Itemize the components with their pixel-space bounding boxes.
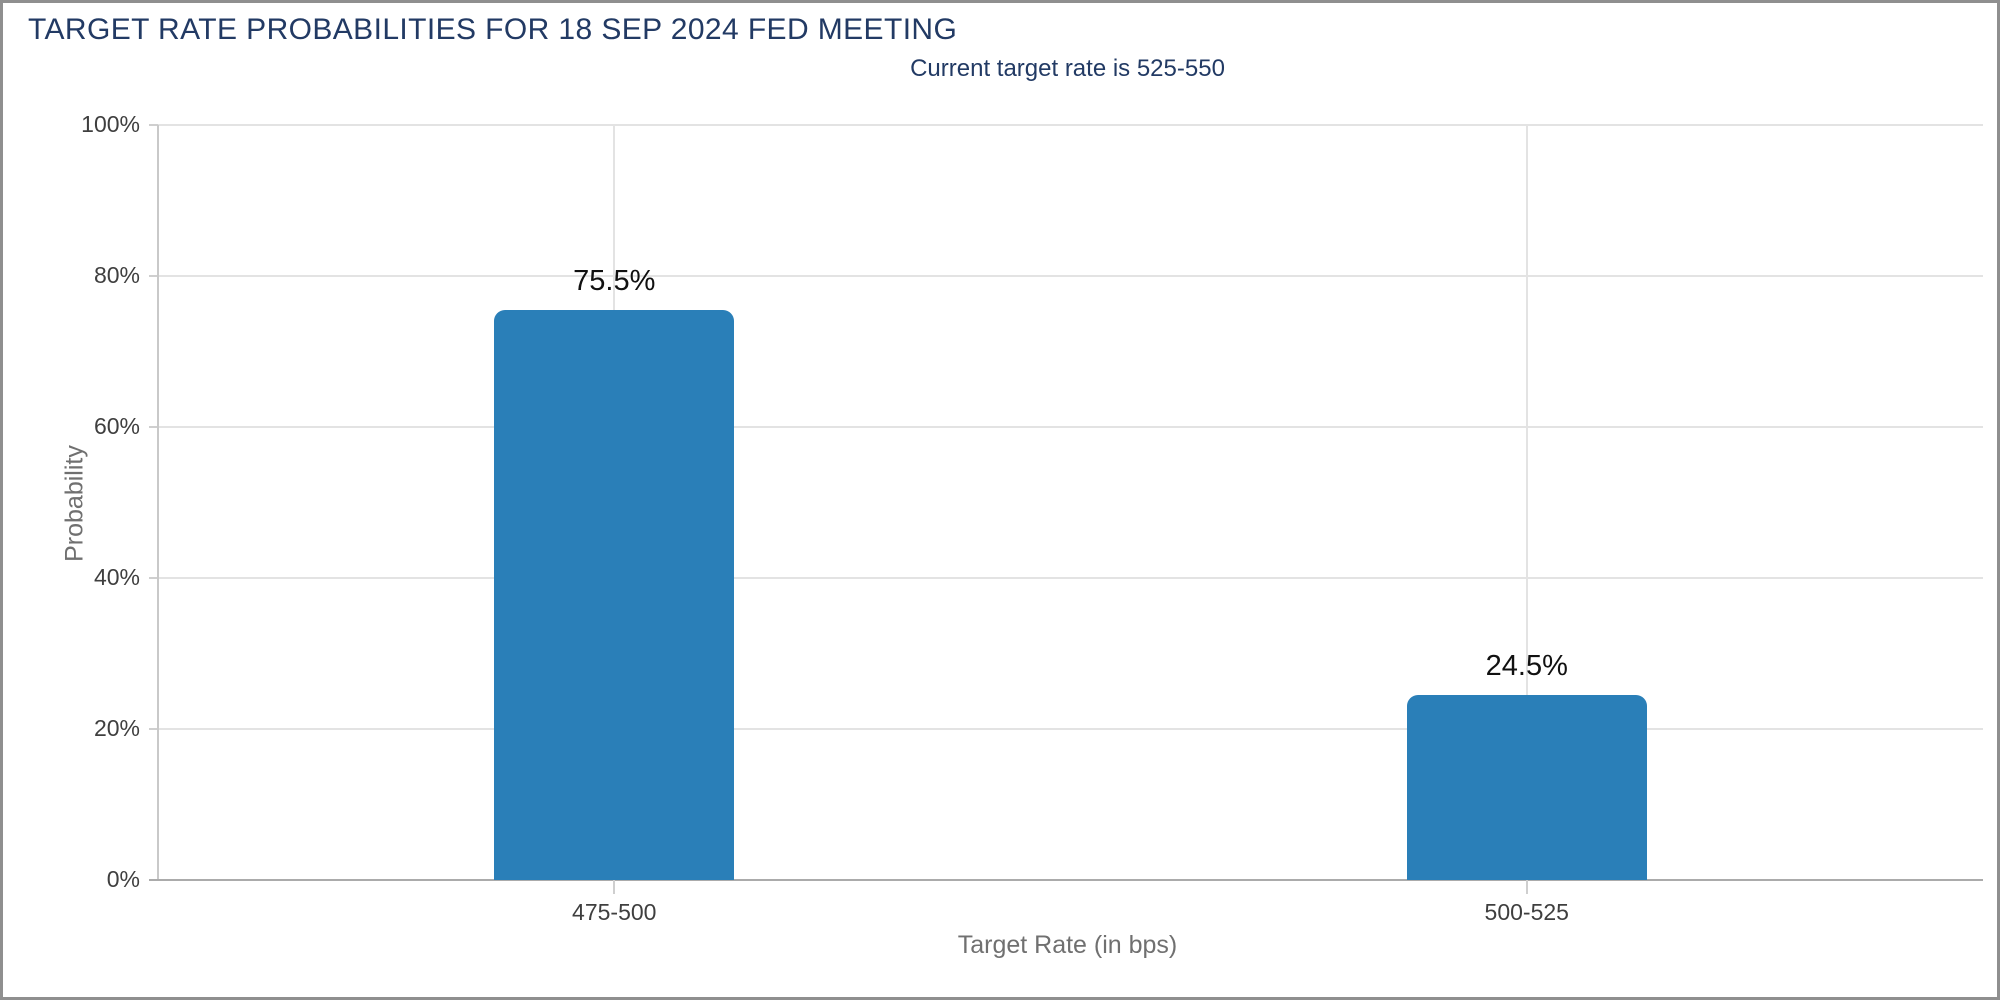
y-tick-label-40: 40% [93,564,140,590]
y-gridline-20 [158,728,1983,730]
y-tick-mark-100 [149,124,158,126]
x-gridline-500-525 [1525,125,1528,880]
y-tick-mark-20 [149,728,158,730]
y-tick-label-80: 80% [93,262,140,288]
y-tick-label-100: 100% [81,111,140,137]
y-gridline-40 [158,577,1983,579]
x-axis-line [149,879,1983,881]
chart-subtitle: Current target rate is 525-550 [910,55,1225,82]
x-tick-mark-500-525 [1525,880,1528,894]
bar-500-525[interactable] [1406,695,1647,880]
bar-value-label-500-525: 24.5% [1485,650,1568,682]
y-axis-line [157,125,159,880]
chart-title: TARGET RATE PROBABILITIES FOR 18 SEP 202… [28,13,958,46]
bar-value-label-475-500: 75.5% [573,265,656,297]
x-axis-title: Target Rate (in bps) [957,931,1178,959]
y-tick-label-20: 20% [93,715,140,741]
bar-475-500[interactable] [494,310,735,880]
y-tick-label-60: 60% [93,413,140,439]
y-tick-mark-60 [149,426,158,428]
y-gridline-60 [158,426,1983,428]
y-tick-mark-80 [149,275,158,277]
y-tick-mark-40 [149,577,158,579]
y-gridline-100 [158,124,1983,126]
x-tick-mark-475-500 [613,880,616,894]
y-gridline-80 [158,275,1983,277]
x-tick-label-500-525: 500-525 [1484,899,1569,925]
x-tick-label-475-500: 475-500 [572,899,657,925]
y-tick-label-0: 0% [106,866,140,892]
